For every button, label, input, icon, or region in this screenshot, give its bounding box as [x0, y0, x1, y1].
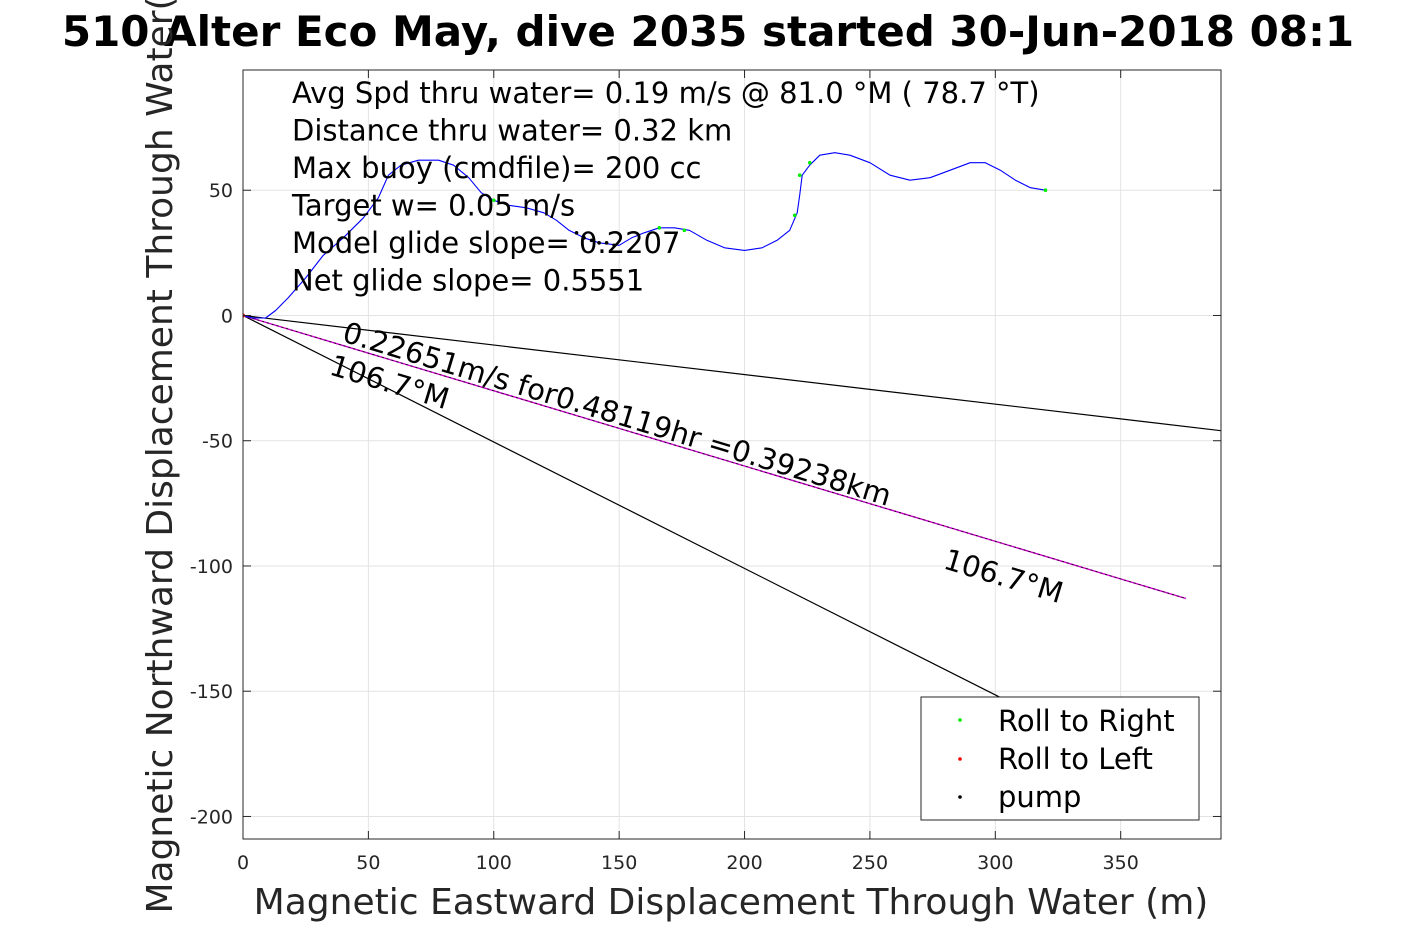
pump-marker: [597, 241, 601, 245]
grid: [242, 70, 1221, 839]
glider-track-line: [243, 152, 1046, 319]
plot-frame: [242, 69, 1222, 840]
heading-line-upper: [243, 314, 1221, 432]
y-axis-label: Magnetic Northward Displacement Through …: [140, 0, 181, 914]
x-tick-label: 200: [726, 852, 762, 874]
y-tick-label: -50: [202, 431, 233, 453]
data-layer: [243, 152, 1221, 700]
legend-label-roll-left: Roll to Left: [998, 742, 1153, 776]
pump-marker: [612, 243, 616, 248]
roll-right-marker: [1043, 188, 1048, 193]
chart-title: 510 Alter Eco May, dive 2035 started 30-…: [62, 7, 1354, 56]
roll-right-marker: [657, 226, 662, 230]
annotation-line: Net glide slope= 0.5551: [292, 264, 644, 298]
legend-marker-roll-left: [958, 757, 962, 761]
annotation-block: Avg Spd thru water= 0.19 m/s @ 81.0 °M (…: [291, 76, 1040, 298]
annotation-line: Max buoy (cmdfile)= 200 cc: [292, 151, 701, 185]
x-tick-label: 50: [356, 852, 380, 874]
y-tick-label: 0: [221, 305, 233, 327]
legend-label-pump: pump: [998, 780, 1081, 814]
x-axis-label: Magnetic Eastward Displacement Through W…: [254, 882, 1209, 923]
annotation-line: Target w= 0.05 m/s: [291, 189, 575, 223]
x-tick-label: 100: [476, 852, 512, 874]
x-tick-label: 0: [237, 852, 249, 874]
ticks: 0 50 100 150 200 250 300 350 50 0 -50 -100 -150 -200: [190, 70, 1221, 874]
legend-label-roll-right: Roll to Right: [998, 704, 1175, 738]
roll-right-marker: [682, 228, 687, 233]
roll-right-marker: [797, 173, 802, 178]
current-line-dots: [243, 315, 1187, 599]
annotation-line: Distance thru water= 0.32 km: [292, 114, 732, 148]
x-tick-label: 150: [601, 852, 637, 874]
x-tick-label: 250: [852, 852, 888, 874]
annotation-line: Model glide slope= 0.2207: [292, 226, 680, 260]
pump-marker: [574, 231, 579, 235]
x-tick-label: 300: [977, 852, 1013, 874]
pump-marker: [604, 241, 609, 245]
pump-marker: [589, 238, 594, 243]
legend-box: [920, 696, 1200, 821]
y-tick-label: 50: [209, 180, 233, 202]
roll-right-marker: [491, 198, 496, 203]
x-tick-label: 350: [1103, 852, 1139, 874]
roll-right-marker: [792, 213, 797, 218]
legend-marker-roll-right: [958, 718, 962, 722]
y-tick-label: -200: [190, 806, 233, 828]
y-tick-label: -100: [190, 556, 233, 578]
y-tick-label: -150: [190, 681, 233, 703]
heading-line-lower: [243, 314, 1004, 700]
legend: Roll to Right Roll to Left pump: [920, 696, 1200, 821]
annotation-line: Avg Spd thru water= 0.19 m/s @ 81.0 °M (…: [292, 76, 1040, 110]
legend-marker-pump: [958, 795, 962, 799]
pump-marker: [582, 236, 586, 240]
roll-right-marker: [807, 160, 812, 165]
